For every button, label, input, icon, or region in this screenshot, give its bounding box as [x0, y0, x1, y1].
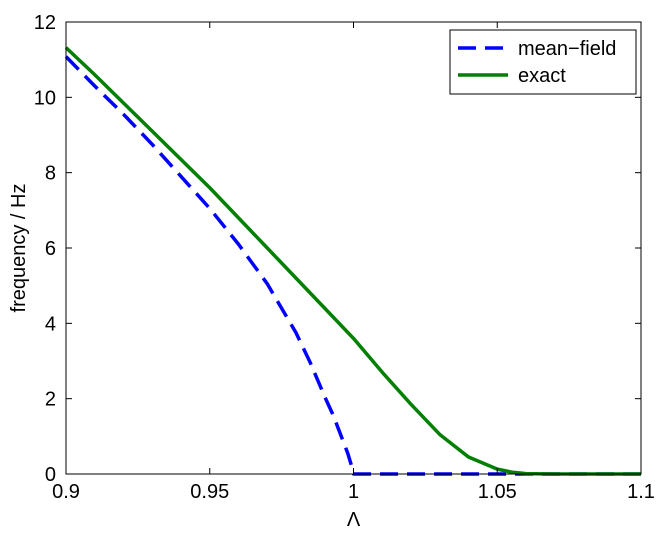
y-tick-label: 12: [34, 12, 56, 34]
y-tick-label: 10: [34, 87, 56, 109]
x-tick-label: 0.95: [190, 481, 229, 503]
plot-frame: [65, 21, 642, 475]
y-axis-label: frequency / Hz: [8, 184, 30, 313]
y-tick-label: 2: [45, 389, 56, 411]
y-tick-label: 6: [45, 238, 56, 260]
x-tick-label: 1: [348, 481, 359, 503]
x-axis-label: Λ: [347, 509, 361, 531]
x-tick-label: 1.05: [478, 481, 517, 503]
legend-label-exact: exact: [518, 65, 566, 87]
y-tick-label: 4: [45, 313, 56, 335]
x-tick-label: 0.9: [52, 481, 80, 503]
y-tick-label: 0: [45, 464, 56, 486]
legend: mean−field exact: [449, 29, 637, 95]
legend-label-mean-field: mean−field: [518, 38, 616, 60]
legend-box: [449, 29, 637, 95]
x-tick-label: 1.1: [627, 481, 655, 503]
plot-background: [66, 22, 641, 474]
y-tick-label: 8: [45, 163, 56, 185]
